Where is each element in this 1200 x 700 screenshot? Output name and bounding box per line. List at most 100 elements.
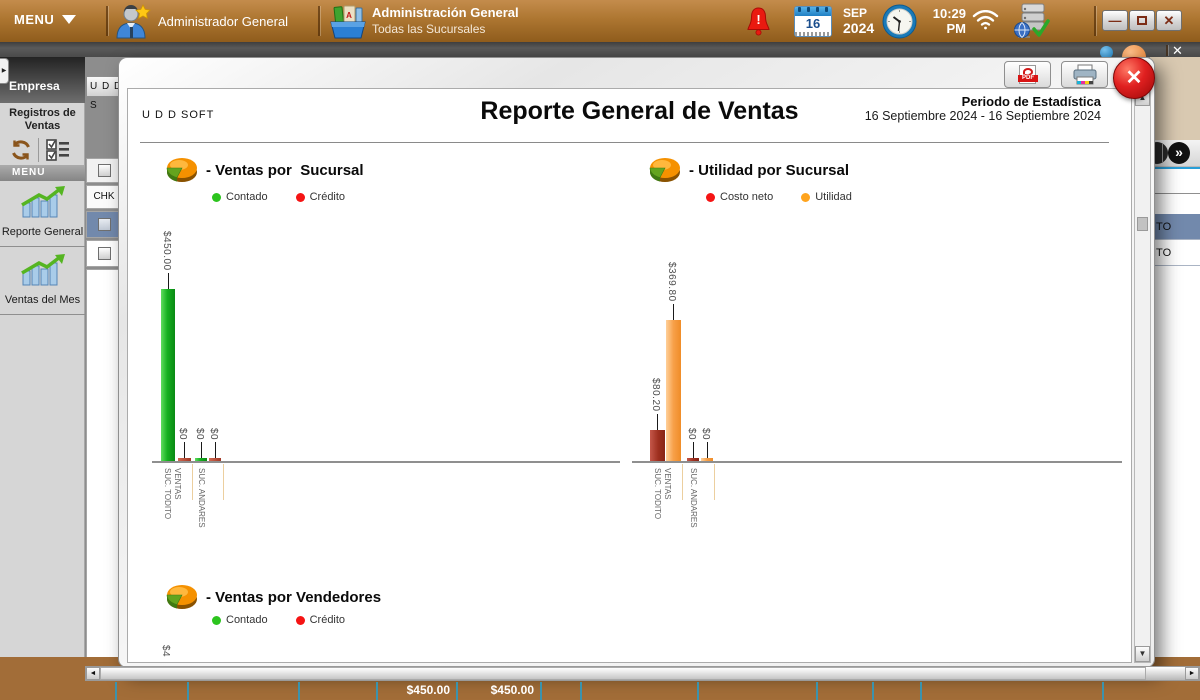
checkbox[interactable] (97, 218, 111, 231)
wifi-icon[interactable] (972, 9, 999, 35)
sidebar-empresa-header: Empresa (0, 57, 85, 103)
hscrollbar-thumb[interactable] (100, 667, 1146, 680)
legend-label: Contado (226, 191, 268, 203)
close-window-button[interactable]: ✕ (1156, 10, 1182, 31)
menu-dropdown[interactable]: MENU (14, 12, 77, 27)
value-label: $0 (686, 427, 697, 440)
value-pointer (201, 442, 202, 458)
clock-icon[interactable] (882, 4, 917, 44)
close-glyph: ✕ (1163, 12, 1175, 28)
value-label: $0 (194, 427, 205, 440)
chart2-header: - Utilidad por Sucursal (648, 155, 849, 185)
minimize-button[interactable]: — (1102, 10, 1128, 31)
footer-cell (1102, 682, 1200, 700)
search-input[interactable] (1150, 167, 1200, 194)
print-button[interactable] (1061, 61, 1108, 88)
scroll-down-button[interactable]: ▼ (1135, 646, 1150, 662)
footer-cell (187, 682, 298, 700)
totals-footer: $450.00 $450.00 (0, 682, 1200, 700)
legend-dot-icon (706, 192, 715, 202)
time-label: 10:29 (932, 6, 966, 21)
maximize-glyph (1137, 16, 1147, 25)
legend-label: Costo neto (720, 191, 774, 203)
footer-cell (540, 682, 580, 700)
checklist-icon[interactable] (46, 139, 70, 166)
calendar-icon[interactable]: 16 (794, 6, 832, 37)
maximize-button[interactable] (1129, 10, 1155, 31)
grid-row[interactable] (86, 240, 122, 267)
server-connection-icon[interactable] (1010, 2, 1052, 45)
grid-row-selected[interactable] (86, 211, 122, 238)
user-avatar-icon[interactable] (112, 4, 152, 44)
admin-books-icon[interactable]: A (328, 3, 368, 45)
partial-value-label: $4 (160, 645, 171, 658)
sidebar-item-reporte-general[interactable]: Reporte General (0, 181, 85, 247)
legend-dot-icon (295, 192, 305, 202)
sidebar-item-ventas-del-mes[interactable]: Ventas del Mes (0, 249, 85, 315)
legend-dot-icon (295, 615, 305, 625)
divider (318, 6, 320, 36)
chart-title: - Utilidad por Sucursal (689, 161, 850, 179)
footer-cell (920, 682, 1102, 700)
divider (1166, 45, 1168, 56)
footer-cell (872, 682, 920, 700)
chart3-legend: Contado Crédito (212, 614, 345, 626)
legend-label: Crédito (309, 191, 346, 203)
chart1-legend: Contado Crédito (212, 191, 345, 203)
category-label: SUC. ANDARES (689, 468, 698, 528)
legend-item: Crédito (295, 614, 345, 626)
report-brand: U D D SOFT (142, 109, 215, 121)
checkbox[interactable] (97, 164, 111, 177)
category-label: SUC. TODITO VENTAS (163, 468, 182, 520)
fast-forward-icon[interactable]: » (1168, 142, 1190, 164)
scroll-left-button[interactable]: ◄ (86, 667, 100, 680)
panel-header-area (1150, 57, 1200, 140)
bar (687, 458, 699, 461)
category-label: SUC. ANDARES (197, 468, 206, 528)
chart-growth-icon (20, 186, 65, 218)
period-value: 16 Septiembre 2024 - 16 Septiembre 2024 (864, 109, 1101, 123)
app-title-block: Administración General Todas las Sucursa… (372, 5, 519, 37)
bar (209, 458, 221, 461)
legend-item: Costo neto (706, 191, 773, 203)
refresh-icon[interactable] (9, 138, 33, 167)
scrollbar-thumb[interactable] (1137, 217, 1148, 231)
value-pointer (673, 304, 674, 320)
category-separator (192, 464, 193, 500)
time-block: 10:29 PM (920, 6, 966, 36)
pie-chart-icon (649, 158, 680, 182)
report-page: U D D SOFT Reporte General de Ventas Per… (127, 88, 1132, 663)
modal-scrollbar[interactable]: ▲ ▼ (1134, 89, 1151, 663)
legend-dot-icon (212, 192, 221, 202)
grid-select-all-cell[interactable] (86, 158, 122, 183)
partial-blue-icon (1100, 46, 1113, 59)
divider (1094, 6, 1096, 36)
value-pointer (693, 442, 694, 458)
pie-chart-icon (166, 158, 197, 182)
table-row[interactable]: ITO (1150, 240, 1200, 266)
horizontal-scrollbar[interactable]: ◄ ► (85, 666, 1200, 681)
bar (195, 458, 207, 461)
legend-item: Utilidad (801, 191, 852, 203)
report-modal: PDF ✕ U D D SOFT Reporte General de Vent… (118, 57, 1155, 668)
value-label: $80.20 (650, 378, 661, 412)
checkbox[interactable] (97, 247, 111, 260)
chart-title: - Ventas por Vendedores (206, 588, 382, 606)
app-subtitle: Todas las Sucursales (372, 22, 486, 36)
calendar-grid (795, 32, 831, 36)
notification-bell-icon[interactable]: ! (747, 7, 770, 41)
table-row-selected[interactable]: ITO (1150, 214, 1200, 240)
bar (161, 289, 175, 461)
value-label: $369.80 (666, 262, 677, 302)
chart-title: - Ventas por Sucursal (206, 161, 364, 179)
export-pdf-button[interactable]: PDF (1004, 61, 1051, 88)
inner-close-icon[interactable]: ✕ (1172, 43, 1183, 58)
collapse-panel-tab[interactable]: ▶ (0, 58, 9, 84)
close-modal-button[interactable]: ✕ (1113, 57, 1155, 99)
report-title: Reporte General de Ventas (480, 97, 799, 125)
company-tab[interactable]: U D D S (86, 76, 124, 111)
scroll-right-button[interactable]: ► (1185, 667, 1199, 680)
category-label: SUC. TODITO VENTAS (653, 468, 672, 520)
sidebar-section-title: Registros de Ventas (9, 107, 76, 132)
